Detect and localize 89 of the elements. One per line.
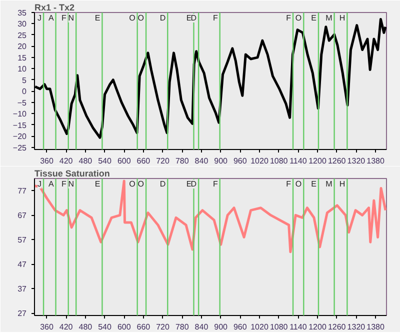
chart-title: Rx1 - Tx2 bbox=[34, 2, 75, 12]
ref-line-label: H bbox=[339, 14, 346, 22]
y-tick-label: 5 bbox=[22, 76, 28, 85]
y-tick-label: 47 bbox=[18, 260, 28, 270]
x-tick-label: 1020 bbox=[250, 156, 269, 166]
y-tick-label: 20 bbox=[18, 42, 28, 52]
y-tick-label: −20 bbox=[12, 132, 28, 142]
ref-line-label: O bbox=[129, 14, 136, 22]
ref-line-label: D bbox=[190, 180, 197, 188]
x-tick-label: 720 bbox=[156, 156, 170, 166]
ref-line-label: N bbox=[68, 180, 74, 188]
ref-line-label: O bbox=[295, 14, 302, 22]
ref-line-label: J bbox=[38, 14, 42, 22]
ref-line-label: O bbox=[129, 180, 136, 188]
x-tick-label: 900 bbox=[214, 156, 228, 166]
x-tick-label: 900 bbox=[214, 322, 228, 332]
ref-line-label: N bbox=[68, 14, 74, 22]
ref-line-label: M bbox=[326, 14, 333, 22]
ref-line-label: E bbox=[186, 14, 192, 22]
x-tick-label: 1260 bbox=[328, 322, 346, 332]
x-tick-label: 360 bbox=[40, 156, 54, 166]
x-tick-label: 600 bbox=[117, 156, 132, 166]
y-tick-label: 67 bbox=[18, 211, 28, 220]
y-tick-label: 57 bbox=[18, 236, 28, 245]
ref-line-label: J bbox=[38, 180, 42, 188]
x-tick-label: 360 bbox=[40, 322, 54, 332]
x-tick-label: 660 bbox=[136, 156, 151, 166]
x-tick-label: 420 bbox=[59, 322, 74, 332]
ref-line-label: E bbox=[94, 180, 100, 188]
x-tick-label: 1380 bbox=[366, 322, 385, 332]
ref-line-label: F bbox=[286, 14, 292, 22]
x-tick-label: 1260 bbox=[328, 156, 346, 166]
x-tick-label: 1080 bbox=[270, 156, 288, 166]
x-tick-label: 780 bbox=[175, 322, 190, 332]
ref-line-label: D bbox=[190, 14, 197, 22]
x-tick-label: 780 bbox=[175, 156, 190, 166]
x-tick-label: 1020 bbox=[250, 322, 269, 332]
ref-line-label: M bbox=[326, 180, 333, 188]
x-tick-label: 960 bbox=[233, 156, 248, 166]
x-tick-label: 1200 bbox=[308, 156, 327, 166]
x-tick-label: 480 bbox=[78, 322, 93, 332]
y-tick-label: 30 bbox=[18, 20, 28, 29]
ref-line-label: E bbox=[311, 180, 316, 188]
x-tick-label: 1200 bbox=[308, 322, 327, 332]
x-tick-label: 960 bbox=[233, 322, 248, 332]
ref-line-label: F bbox=[61, 180, 66, 188]
chart-title: Tissue Saturation bbox=[34, 168, 110, 178]
ref-line-label: A bbox=[48, 180, 54, 188]
y-tick-label: −25 bbox=[12, 143, 28, 152]
ref-line-label: D bbox=[160, 180, 166, 188]
ref-line-label: F bbox=[61, 14, 66, 22]
ref-line-label: E bbox=[94, 14, 100, 22]
x-tick-label: 480 bbox=[78, 156, 93, 166]
x-tick-label: 540 bbox=[98, 322, 112, 332]
x-tick-label: 840 bbox=[194, 322, 209, 332]
y-tick-label: 77 bbox=[18, 186, 28, 196]
y-tick-label: 10 bbox=[18, 64, 28, 74]
ref-line-label: F bbox=[286, 180, 292, 188]
ref-line-label: H bbox=[339, 180, 346, 188]
x-tick-label: 420 bbox=[59, 156, 74, 166]
y-tick-label: −15 bbox=[12, 120, 28, 130]
x-tick-label: 1080 bbox=[270, 322, 288, 332]
x-tick-label: 1140 bbox=[290, 156, 308, 166]
x-tick-label: 1320 bbox=[347, 322, 366, 332]
y-tick-label: 0 bbox=[22, 87, 28, 96]
x-tick-label: 600 bbox=[117, 322, 132, 332]
ref-line-label: D bbox=[160, 14, 166, 22]
x-tick-label: 660 bbox=[136, 322, 151, 332]
x-tick-label: 1140 bbox=[290, 322, 308, 332]
x-tick-label: 1380 bbox=[366, 156, 385, 166]
ref-line-label: A bbox=[48, 14, 54, 22]
ref-line-label: E bbox=[311, 14, 316, 22]
ref-line-label: E bbox=[186, 180, 192, 188]
ref-line-label: O bbox=[138, 180, 144, 188]
ref-line-label: O bbox=[295, 180, 302, 188]
x-tick-label: 1320 bbox=[347, 156, 366, 166]
ref-line-label: F bbox=[212, 14, 218, 22]
ref-line-label: F bbox=[212, 180, 218, 188]
y-tick-label: 35 bbox=[18, 8, 28, 18]
y-tick-label: 27 bbox=[18, 309, 28, 318]
x-tick-label: 720 bbox=[156, 322, 170, 332]
y-tick-label: 37 bbox=[18, 284, 28, 294]
y-tick-label: −5 bbox=[17, 98, 28, 108]
x-tick-label: 840 bbox=[194, 156, 209, 166]
x-tick-label: 540 bbox=[98, 156, 112, 166]
y-tick-label: 25 bbox=[18, 30, 28, 40]
ref-line-label: O bbox=[138, 14, 144, 22]
y-tick-label: −10 bbox=[12, 110, 28, 119]
y-tick-label: 15 bbox=[18, 53, 28, 62]
